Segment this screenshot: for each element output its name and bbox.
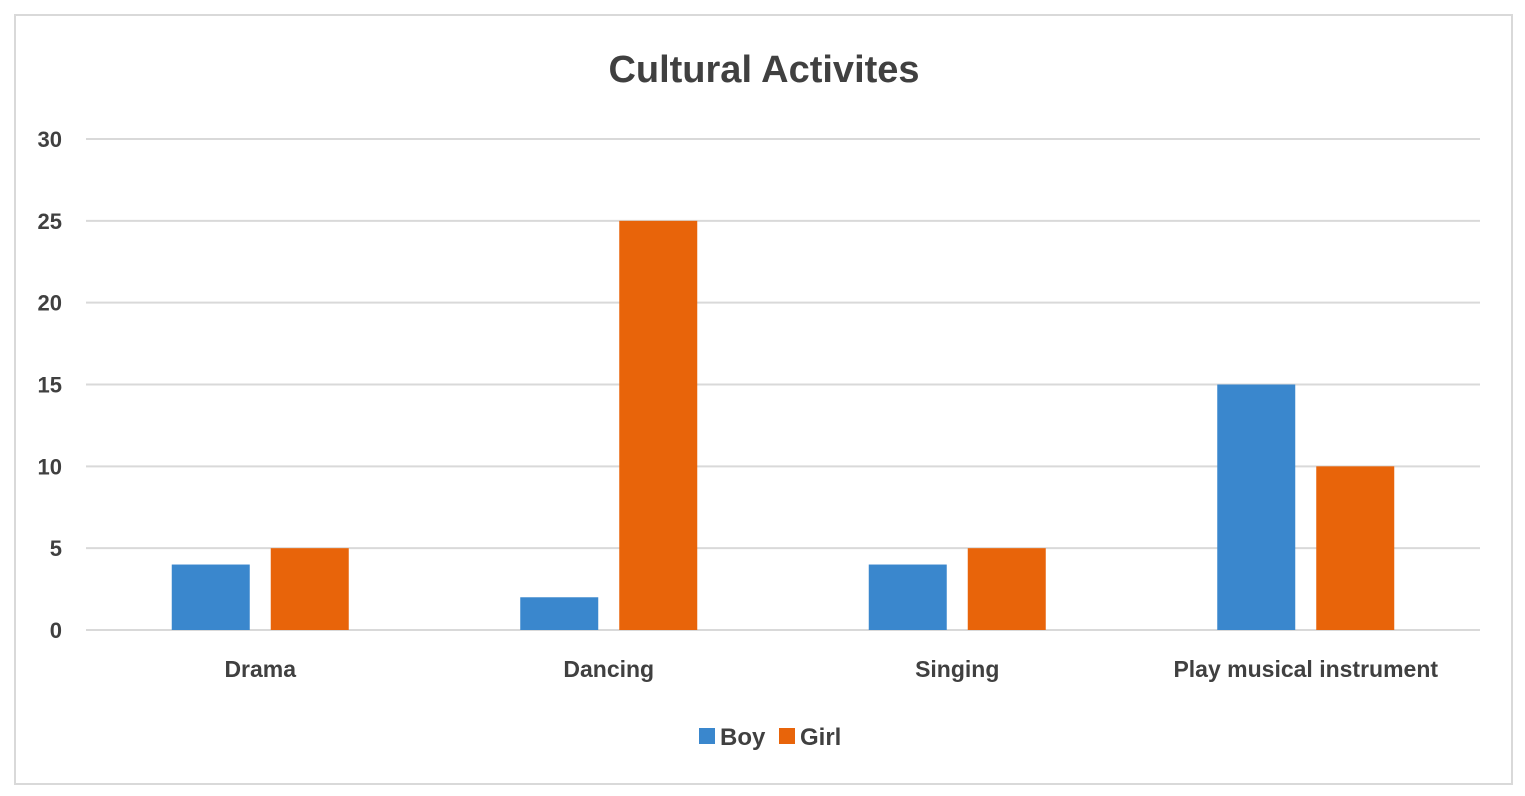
y-tick-label: 20 (38, 291, 62, 316)
legend-label-girl: Girl (800, 724, 841, 751)
y-axis-ticks: 0 5 10 15 20 25 30 (38, 127, 62, 643)
y-tick-label: 15 (38, 373, 62, 398)
x-category-label: Play musical instrument (1173, 656, 1438, 682)
bar-boy-play-musical-instrument (1217, 384, 1296, 630)
bar-girl-drama (270, 548, 349, 630)
bar-boy-drama (171, 564, 250, 630)
bar-girl-play-musical-instrument (1316, 466, 1395, 630)
y-tick-label: 0 (50, 618, 62, 643)
y-tick-label: 5 (50, 536, 62, 561)
legend: Boy Girl (699, 724, 841, 751)
bar-girl-dancing (619, 220, 698, 631)
legend-swatch-boy (699, 728, 715, 744)
x-category-label: Singing (915, 656, 999, 682)
legend-swatch-girl (779, 728, 795, 744)
chart-title: Cultural Activites (608, 49, 919, 91)
bar-boy-dancing (520, 597, 599, 630)
x-category-label: Drama (224, 656, 296, 682)
x-category-label: Dancing (563, 656, 654, 682)
bar-boy-singing (868, 564, 947, 630)
bars (171, 220, 1395, 631)
x-axis-categories: Drama Dancing Singing Play musical instrume… (224, 656, 1438, 682)
y-tick-label: 10 (38, 454, 62, 479)
legend-label-boy: Boy (720, 724, 766, 751)
bar-girl-singing (967, 548, 1046, 630)
y-tick-label: 30 (38, 127, 62, 152)
y-tick-label: 25 (38, 209, 62, 234)
